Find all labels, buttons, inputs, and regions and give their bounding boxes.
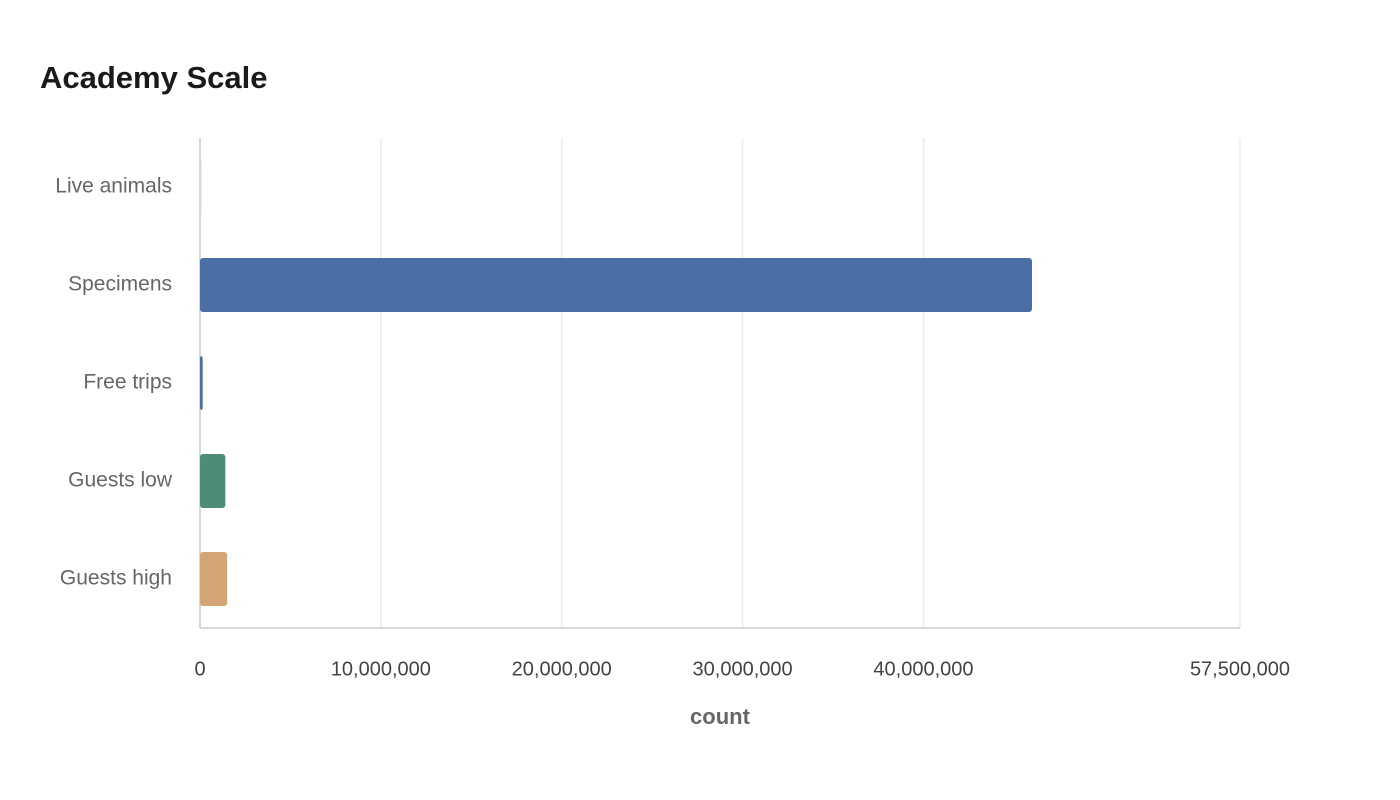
chart-title: Academy Scale [40,60,267,95]
x-tick-label: 57,500,000 [1190,658,1290,680]
x-tick-label: 10,000,000 [331,658,431,680]
bar [200,160,202,214]
x-tick-label: 30,000,000 [693,658,793,680]
bar [200,454,226,508]
x-tick-label: 20,000,000 [512,658,612,680]
x-tick-label: 0 [194,658,205,680]
bar [200,552,228,606]
y-tick-label: Free trips [83,371,172,394]
y-tick-label: Live animals [55,175,172,198]
y-tick-label: Guests high [60,567,172,590]
x-tick-label: 40,000,000 [873,658,973,680]
y-tick-label: Guests low [68,469,173,492]
bar [200,356,203,410]
bar [200,258,1032,312]
y-tick-label: Specimens [68,273,172,296]
x-axis-label: count [690,704,751,729]
